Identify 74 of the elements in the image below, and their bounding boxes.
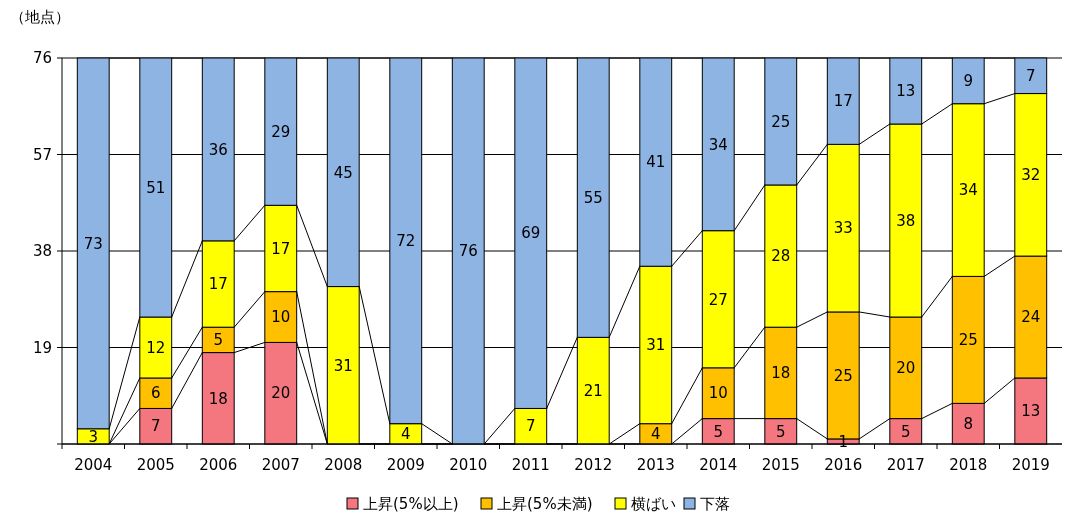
data-label: 73 (83, 234, 103, 253)
x-tick-label: 2006 (199, 456, 238, 474)
data-label: 31 (646, 336, 666, 355)
x-tick-label: 2014 (699, 456, 738, 474)
data-label: 32 (1021, 166, 1041, 185)
data-label: 41 (646, 153, 666, 172)
x-tick-label: 2016 (824, 456, 863, 474)
data-label: 25 (958, 331, 978, 350)
data-label: 18 (771, 364, 791, 383)
data-label: 7 (525, 417, 536, 436)
data-label: 4 (650, 425, 661, 444)
data-label: 12 (146, 338, 166, 357)
data-label: 10 (708, 384, 728, 403)
y-tick-label: 19 (32, 338, 52, 357)
y-tick-label: 57 (32, 145, 52, 164)
legend-label: 上昇(5%未満) (497, 495, 593, 514)
data-label: 5 (900, 422, 911, 441)
data-label: 5 (775, 422, 786, 441)
x-tick-label: 2019 (1011, 456, 1050, 474)
data-label: 33 (833, 219, 853, 238)
data-label: 29 (271, 122, 291, 141)
x-tick-label: 2008 (324, 456, 363, 474)
data-label: 36 (208, 140, 228, 159)
data-label: 21 (583, 381, 603, 400)
data-label: 5 (213, 331, 224, 350)
x-tick-label: 2009 (386, 456, 425, 474)
x-tick-label: 2018 (949, 456, 988, 474)
data-label: 76 (458, 242, 478, 261)
data-label: 55 (583, 188, 603, 207)
x-tick-label: 2012 (574, 456, 613, 474)
data-label: 13 (896, 82, 916, 101)
data-label: 6 (150, 384, 161, 403)
data-label: 34 (708, 135, 728, 154)
data-label: 51 (146, 178, 166, 197)
data-label: 20 (271, 384, 291, 403)
data-label: 17 (271, 239, 291, 258)
data-label: 25 (833, 366, 853, 385)
x-tick-label: 2013 (636, 456, 675, 474)
x-tick-label: 2005 (136, 456, 175, 474)
y-tick-label: 38 (32, 242, 52, 261)
x-tick-label: 2004 (74, 456, 113, 474)
data-label: 18 (208, 389, 228, 408)
x-tick-label: 2010 (449, 456, 488, 474)
data-label: 31 (333, 356, 353, 375)
legend-label: 横ばい (631, 495, 676, 514)
data-label: 17 (833, 92, 853, 111)
data-label: 4 (400, 425, 411, 444)
data-label: 24 (1021, 308, 1041, 327)
data-label: 5 (713, 422, 724, 441)
data-label: 13 (1021, 402, 1041, 421)
data-label: 8 (963, 414, 974, 433)
y-axis-title: （地点） (10, 8, 70, 26)
data-label: 45 (333, 163, 353, 182)
data-label: 28 (771, 247, 791, 266)
x-tick-label: 2007 (261, 456, 300, 474)
x-tick-label: 2011 (511, 456, 550, 474)
data-label: 20 (896, 359, 916, 378)
data-label: 34 (958, 181, 978, 200)
data-label: 7 (150, 417, 161, 436)
x-tick-label: 2017 (886, 456, 925, 474)
data-label: 25 (771, 112, 791, 131)
data-label: 3 (88, 427, 99, 446)
data-label: 7 (1025, 67, 1036, 86)
data-label: 9 (963, 72, 974, 91)
y-tick-label: 76 (32, 49, 52, 68)
data-label: 17 (208, 275, 228, 294)
data-label: 27 (708, 290, 728, 309)
legend-label: 下落 (700, 495, 730, 514)
x-tick-label: 2015 (761, 456, 800, 474)
data-label: 38 (896, 211, 916, 230)
data-label: 69 (521, 224, 541, 243)
legend-label: 上昇(5%以上) (363, 495, 459, 514)
data-label: 72 (396, 232, 416, 251)
data-label: 10 (271, 308, 291, 327)
